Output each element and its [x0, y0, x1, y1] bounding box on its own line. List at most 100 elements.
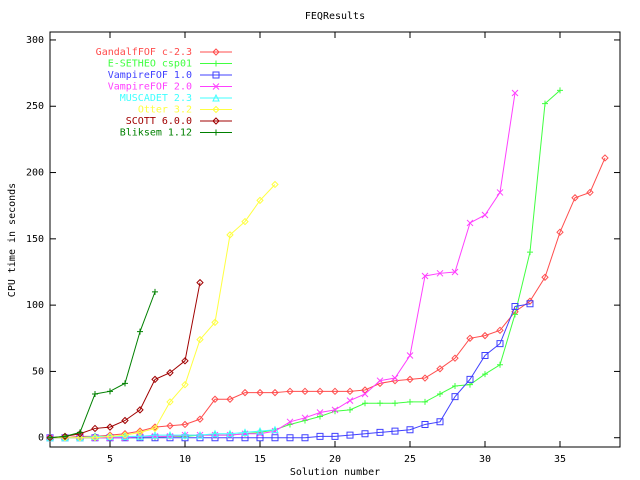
point: [107, 388, 113, 395]
point: [377, 400, 383, 407]
point: [196, 415, 204, 423]
point: [466, 219, 474, 227]
point: [452, 383, 458, 390]
point: [481, 352, 489, 360]
point: [271, 434, 279, 442]
point: [301, 434, 309, 442]
point: [316, 432, 324, 440]
point: [482, 371, 488, 378]
point: [331, 406, 339, 414]
point: [466, 375, 474, 383]
point: [271, 425, 279, 434]
point: [497, 361, 503, 368]
y-tick-label: 150: [26, 234, 44, 245]
y-tick-label: 200: [26, 168, 44, 179]
point: [526, 300, 534, 308]
point: [241, 388, 249, 397]
point: [316, 387, 324, 396]
x-tick-label: 20: [329, 454, 341, 465]
legend-label: Otter 3.2: [138, 105, 192, 116]
point: [211, 429, 219, 438]
point: [451, 354, 459, 362]
y-tick-label: 50: [32, 366, 44, 377]
point: [286, 434, 294, 442]
point: [301, 387, 309, 396]
point: [586, 188, 594, 197]
point: [391, 374, 399, 382]
point: [181, 380, 189, 389]
point: [137, 328, 143, 335]
legend-marker: [213, 60, 219, 67]
point: [77, 429, 83, 436]
point: [496, 340, 504, 348]
point: [556, 228, 564, 236]
point: [347, 406, 353, 413]
point: [557, 87, 563, 94]
point: [226, 395, 234, 403]
point: [256, 196, 264, 205]
point: [346, 397, 354, 404]
legend-bg: [78, 127, 242, 139]
point: [346, 387, 354, 396]
point: [286, 418, 294, 426]
chart-title: FEQResults: [305, 11, 365, 22]
legend-bg: [78, 92, 242, 104]
point: [181, 357, 189, 365]
point: [61, 434, 69, 442]
point: [76, 430, 84, 438]
point: [91, 424, 99, 433]
point: [226, 231, 234, 239]
point: [166, 430, 174, 439]
series-line: [50, 184, 276, 439]
point: [346, 431, 354, 439]
point: [62, 433, 68, 440]
legend-bg: [78, 81, 242, 93]
x-tick-label: 15: [254, 454, 266, 465]
series-line: [49, 291, 156, 439]
point: [211, 318, 219, 327]
point: [256, 388, 264, 397]
point: [392, 400, 398, 407]
legend-bg: [78, 46, 242, 58]
legend-marker: [212, 117, 220, 125]
legend-bg: [78, 115, 242, 127]
legend-label: Bliksem 1.12: [120, 128, 192, 139]
legend-marker: [212, 71, 220, 79]
point: [511, 302, 519, 310]
legend-label: GandalfFOF c-2.3: [96, 47, 192, 58]
point: [121, 431, 129, 439]
y-axis-label: CPU time in seconds: [7, 183, 18, 297]
point: [436, 418, 444, 426]
x-tick-label: 25: [404, 454, 416, 465]
legend-label: MUSCADET 2.3: [120, 93, 192, 104]
point: [166, 369, 174, 377]
point: [466, 334, 474, 342]
point: [331, 387, 339, 396]
point: [181, 420, 189, 429]
point: [361, 390, 369, 398]
point: [527, 249, 533, 256]
point: [571, 194, 579, 202]
point: [391, 427, 399, 435]
point: [422, 398, 428, 405]
point: [481, 211, 489, 219]
point: [511, 89, 519, 97]
point: [241, 217, 249, 226]
point: [47, 434, 53, 441]
y-tick-label: 250: [26, 101, 44, 112]
point: [106, 432, 114, 441]
point: [226, 429, 234, 438]
point: [196, 335, 204, 344]
point: [421, 374, 429, 382]
point: [286, 387, 294, 396]
point: [166, 398, 174, 406]
point: [136, 428, 144, 437]
point: [421, 272, 429, 280]
point: [436, 269, 444, 277]
point: [406, 352, 414, 359]
point: [92, 390, 98, 397]
point: [181, 430, 189, 439]
point: [496, 189, 504, 196]
point: [376, 377, 384, 385]
point: [196, 278, 204, 287]
